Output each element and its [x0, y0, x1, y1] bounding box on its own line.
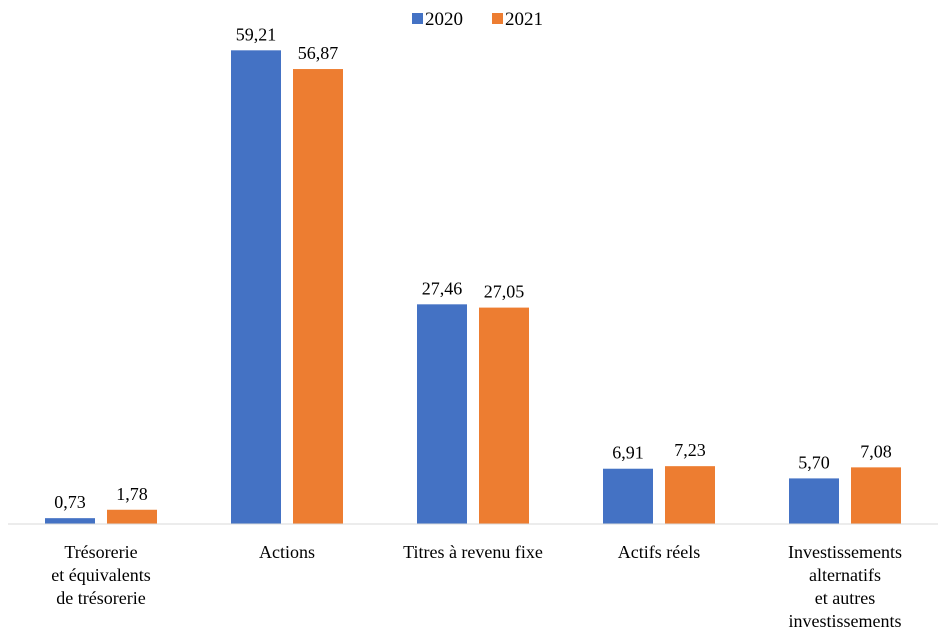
category-label-0-line-1: et équivalents	[51, 565, 150, 585]
bar-2020-4	[789, 478, 839, 524]
category-label-3-line-0: Actifs réels	[618, 542, 700, 562]
category-label-1-line-0: Actions	[259, 542, 315, 562]
category-label-2-line-0: Titres à revenu fixe	[403, 542, 543, 562]
data-label-2021-1: 56,87	[298, 43, 339, 63]
bar-2021-0	[107, 509, 157, 524]
category-label-4-line-2: et autres	[815, 588, 875, 608]
category-label-0-line-0: Trésorerie	[64, 542, 137, 562]
data-label-2020-0: 0,73	[54, 492, 86, 512]
category-label-4-line-1: alternatifs	[809, 565, 881, 585]
category-label-4-line-3: investissements	[789, 611, 902, 631]
legend-label-2021: 2021	[505, 9, 543, 30]
data-label-2021-0: 1,78	[116, 484, 148, 504]
data-label-2020-4: 5,70	[798, 452, 830, 472]
bar-2021-3	[665, 466, 715, 524]
data-label-2020-1: 59,21	[236, 24, 277, 44]
data-label-2020-2: 27,46	[422, 278, 463, 298]
legend-swatch-2021	[492, 13, 503, 24]
data-label-2021-2: 27,05	[484, 282, 525, 302]
bar-2020-3	[603, 468, 653, 524]
category-label-4-line-0: Investissements	[788, 542, 902, 562]
legend-swatch-2020	[412, 13, 423, 24]
bar-2020-1	[231, 50, 281, 524]
legend-label-2020: 2020	[425, 9, 463, 30]
bar-2021-2	[479, 307, 529, 524]
bar-2021-1	[293, 69, 343, 524]
bars	[45, 50, 901, 524]
legend: 2020 2021	[412, 9, 543, 30]
data-label-2021-3: 7,23	[674, 440, 706, 460]
data-label-2020-3: 6,91	[612, 443, 644, 463]
category-label-0-line-2: de trésorerie	[56, 588, 145, 608]
data-label-2021-4: 7,08	[860, 441, 892, 461]
bar-2020-2	[417, 304, 467, 524]
bar-2020-0	[45, 518, 95, 524]
category-labels: Trésorerie et équivalents de trésorerie Act…	[51, 542, 902, 631]
bar-2021-4	[851, 467, 901, 524]
data-labels: 0,73 1,78 59,21 56,87 27,46 27,05 6,91 7,23 5,70…	[54, 24, 892, 512]
